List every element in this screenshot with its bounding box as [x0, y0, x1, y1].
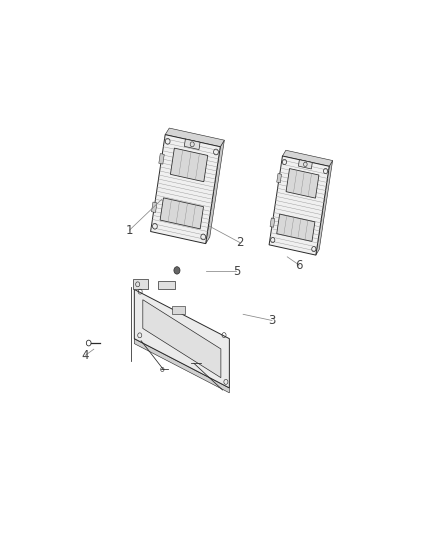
Text: 6: 6	[295, 259, 303, 271]
Polygon shape	[283, 150, 332, 166]
Text: 2: 2	[236, 236, 244, 249]
Text: 3: 3	[268, 314, 276, 327]
Polygon shape	[286, 168, 319, 198]
Polygon shape	[316, 160, 332, 255]
Polygon shape	[206, 140, 224, 244]
Polygon shape	[151, 135, 220, 244]
Polygon shape	[170, 148, 208, 182]
Polygon shape	[152, 202, 157, 213]
Polygon shape	[172, 306, 185, 314]
Polygon shape	[165, 128, 224, 147]
Polygon shape	[133, 279, 148, 289]
Polygon shape	[277, 174, 282, 183]
Polygon shape	[158, 281, 175, 289]
Polygon shape	[134, 289, 230, 388]
Polygon shape	[160, 198, 204, 229]
Polygon shape	[159, 154, 164, 164]
Text: 1: 1	[126, 224, 133, 237]
Polygon shape	[143, 300, 221, 378]
Circle shape	[174, 266, 180, 274]
Text: 5: 5	[233, 265, 240, 278]
Polygon shape	[269, 156, 329, 255]
Polygon shape	[184, 139, 200, 150]
Polygon shape	[277, 214, 315, 241]
Text: 4: 4	[81, 349, 89, 362]
Polygon shape	[298, 160, 312, 169]
Polygon shape	[270, 218, 275, 227]
Polygon shape	[134, 338, 230, 393]
